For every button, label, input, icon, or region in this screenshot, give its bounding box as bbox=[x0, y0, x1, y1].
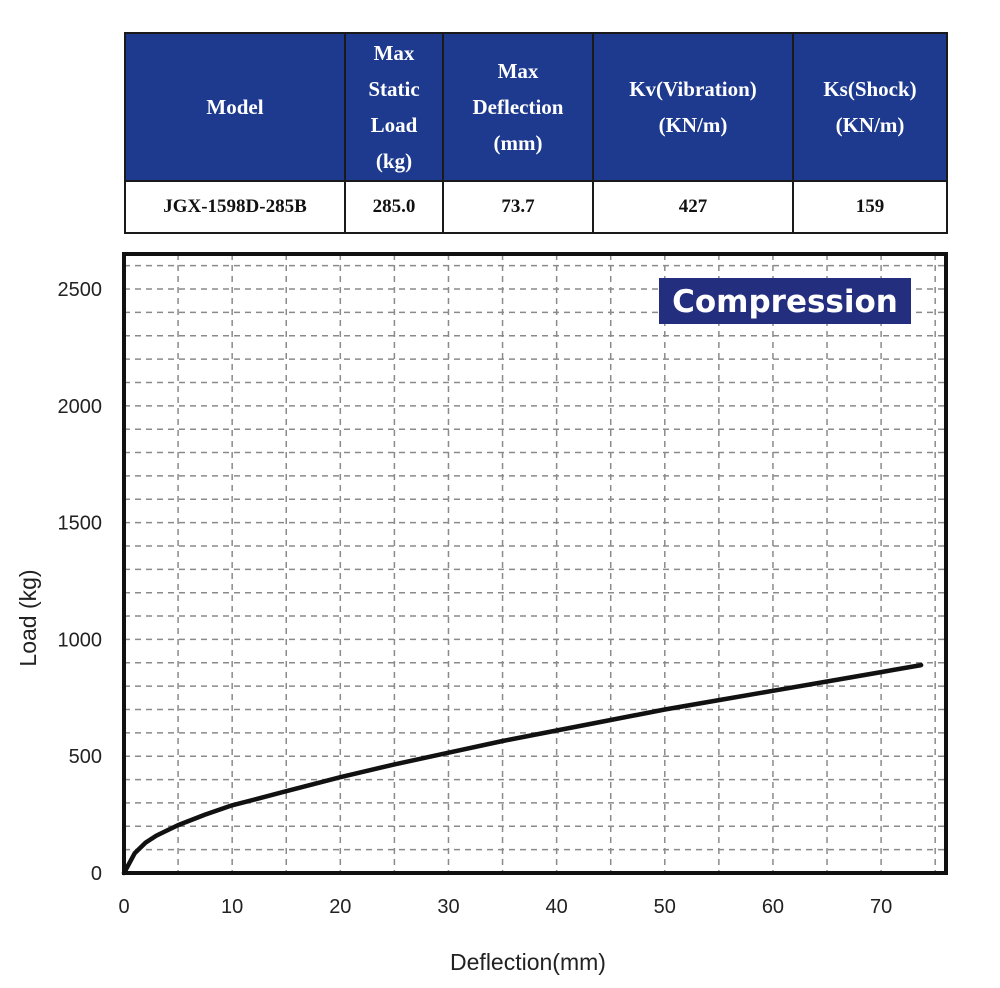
x-tick-label: 70 bbox=[870, 896, 892, 918]
x-tick-label: 0 bbox=[118, 896, 129, 918]
y-tick-label: 2000 bbox=[58, 396, 103, 418]
x-tick-label: 30 bbox=[437, 896, 459, 918]
y-tick-labels: 0 500 1000 1500 2000 2500 bbox=[58, 279, 103, 885]
plot-frame bbox=[122, 252, 948, 875]
header-max-static-load: Max Static Load (kg) bbox=[344, 32, 444, 182]
compression-badge-bg bbox=[659, 278, 911, 324]
x-tick-label: 60 bbox=[762, 896, 784, 918]
header-ks-shock: Ks(Shock) (KN/m) bbox=[792, 32, 948, 182]
cell-max-static-load: 285.0 bbox=[344, 180, 444, 234]
x-tick-label: 40 bbox=[546, 896, 568, 918]
y-tick-label: 2500 bbox=[58, 279, 103, 301]
y-tick-label: 0 bbox=[91, 863, 102, 885]
x-tick-label: 10 bbox=[221, 896, 243, 918]
load-deflection-chart: 0 500 1000 1500 2000 2500 0 10 20 30 40 50 60 70 Com… bbox=[15, 252, 948, 975]
header-kv-vibration: Kv(Vibration) (KN/m) bbox=[592, 32, 794, 182]
header-max-deflection: Max Deflection (mm) bbox=[442, 32, 594, 182]
load-deflection-curve bbox=[121, 662, 924, 876]
y-axis-label: Load (kg) bbox=[15, 569, 41, 666]
cell-ks-shock: 159 bbox=[792, 180, 948, 234]
spec-data-row: JGX-1598D-285B 285.0 73.7 427 159 bbox=[124, 180, 948, 234]
x-tick-label: 20 bbox=[329, 896, 351, 918]
x-axis-label: Deflection(mm) bbox=[450, 949, 606, 975]
x-tick-label: 50 bbox=[654, 896, 676, 918]
x-tick-labels: 0 10 20 30 40 50 60 70 bbox=[118, 896, 892, 918]
grid-lines bbox=[124, 254, 946, 873]
cell-model: JGX-1598D-285B bbox=[124, 180, 346, 234]
header-model: Model bbox=[124, 32, 346, 182]
spec-table: Model Max Static Load (kg) Max Deflectio… bbox=[124, 32, 948, 234]
y-tick-label: 1500 bbox=[58, 513, 103, 535]
compression-badge: Compression bbox=[659, 278, 911, 324]
cell-kv-vibration: 427 bbox=[592, 180, 794, 234]
y-tick-label: 1000 bbox=[58, 629, 103, 651]
y-tick-label: 500 bbox=[69, 746, 102, 768]
compression-label: Compression bbox=[672, 284, 898, 320]
cell-max-deflection: 73.7 bbox=[442, 180, 594, 234]
spec-header-row: Model Max Static Load (kg) Max Deflectio… bbox=[124, 32, 948, 182]
